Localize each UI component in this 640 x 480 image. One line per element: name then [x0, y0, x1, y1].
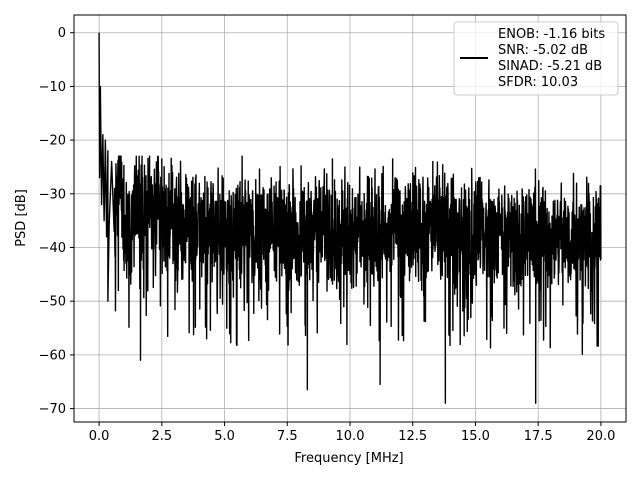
x-tick-label: 17.5: [524, 429, 553, 444]
psd-series-line: [98, 32, 602, 404]
y-tick-label: −20: [39, 134, 66, 149]
y-tick-label: −70: [39, 402, 66, 417]
legend-sfdr: SFDR: 10.03: [498, 75, 578, 90]
x-tick-label: 5.0: [214, 429, 235, 444]
y-tick-label: −60: [39, 348, 66, 363]
legend: ENOB: -1.16 bits SNR: -5.02 dB SINAD: -5…: [453, 21, 619, 96]
legend-sinad: SINAD: -5.21 dB: [498, 59, 602, 74]
y-tick-label: −40: [39, 241, 66, 256]
x-tick-label: 0.0: [89, 429, 110, 444]
x-tick-label: 7.5: [277, 429, 298, 444]
y-tick-label: −10: [39, 80, 66, 95]
y-tick-label: −30: [39, 187, 66, 202]
legend-box: [453, 21, 619, 96]
data-layer: [98, 32, 602, 404]
x-tick-label: 15.0: [461, 429, 490, 444]
legend-snr: SNR: -5.02 dB: [498, 43, 588, 58]
x-tick-label: 12.5: [398, 429, 427, 444]
x-axis-label: Frequency [MHz]: [294, 451, 403, 466]
ticks-layer: 0.0 2.5 5.0 7.5 10.0 12.5 15.0 17.5 20.0 0 −10 −20 −…: [39, 26, 616, 444]
x-tick-label: 10.0: [336, 429, 365, 444]
legend-enob: ENOB: -1.16 bits: [498, 27, 605, 42]
y-tick-label: −50: [39, 295, 66, 310]
y-tick-label: 0: [58, 26, 66, 41]
x-tick-label: 2.5: [151, 429, 172, 444]
y-axis-label: PSD [dB]: [14, 189, 29, 247]
x-tick-label: 20.0: [586, 429, 615, 444]
